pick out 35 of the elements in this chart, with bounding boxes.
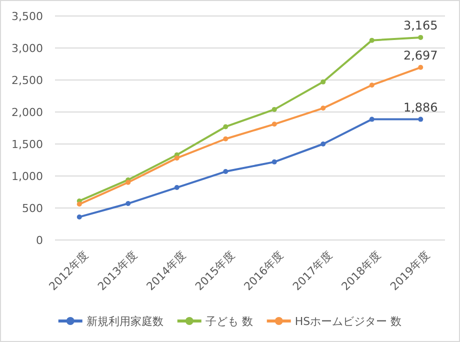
legend-label: 新規利用家庭数 <box>86 315 164 328</box>
y-tick-label: 3,000 <box>12 42 43 55</box>
point <box>320 142 326 146</box>
point <box>320 79 326 84</box>
point <box>223 136 228 142</box>
y-tick-label: 2,000 <box>12 106 43 119</box>
point <box>369 82 374 88</box>
legend-label: 子ども 数 <box>205 315 253 328</box>
point <box>174 185 180 190</box>
point <box>418 116 424 122</box>
point <box>320 106 326 111</box>
point <box>223 169 228 174</box>
point <box>174 156 180 161</box>
point <box>272 122 277 127</box>
data-label: 2,697 <box>403 48 438 62</box>
point <box>418 34 424 40</box>
y-tick-label: 2,500 <box>12 74 43 87</box>
point <box>272 106 277 112</box>
legend-label: HSホームビジター 数 <box>294 315 402 328</box>
data-label: 3,165 <box>403 18 438 32</box>
y-tick-label: 500 <box>22 202 43 215</box>
point <box>126 201 131 206</box>
y-tick-label: 1,000 <box>12 170 43 183</box>
y-tick-label: 0 <box>36 234 43 247</box>
point <box>369 38 374 43</box>
point <box>76 214 82 220</box>
y-tick-label: 1,500 <box>12 138 43 151</box>
point <box>418 64 424 70</box>
point <box>369 116 374 122</box>
data-label: 1,886 <box>403 100 438 114</box>
point <box>76 202 82 207</box>
y-tick-label: 3,500 <box>12 10 43 23</box>
point <box>272 159 277 164</box>
point <box>126 180 131 185</box>
point <box>223 124 228 130</box>
